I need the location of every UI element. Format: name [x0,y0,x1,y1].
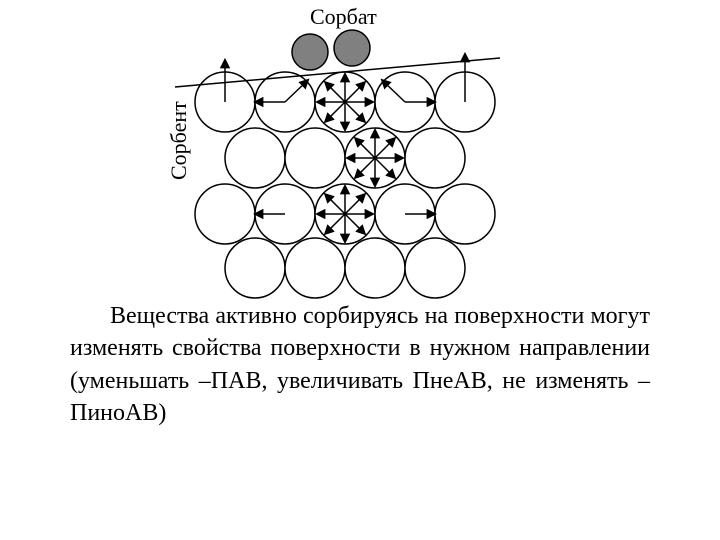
sorption-diagram: Сорбат Сорбент [140,10,580,280]
page: Сорбат Сорбент Вещества активно сорбируя… [0,0,720,540]
body-paragraph: Вещества активно сорбируясь на поверхнос… [70,300,650,430]
sorbat-label: Сорбат [310,4,377,30]
sorbent-label: Сорбент [166,101,192,180]
diagram-svg [140,10,580,300]
